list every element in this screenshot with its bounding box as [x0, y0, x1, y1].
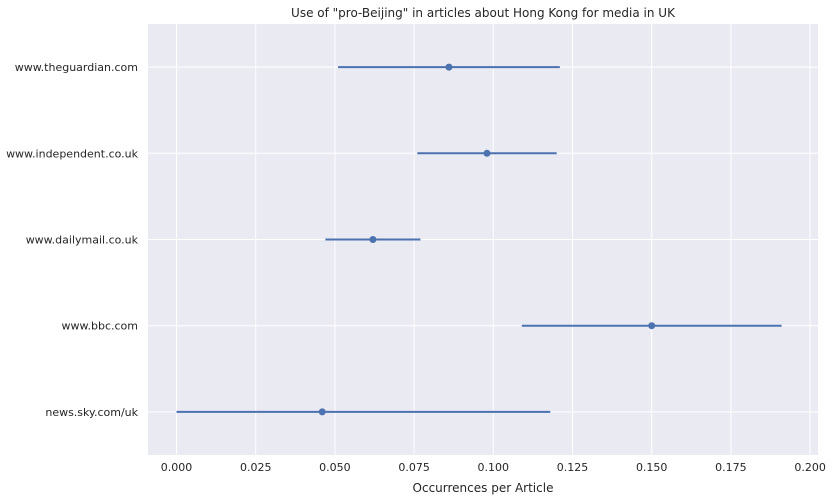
- x-tick-label: 0.050: [319, 461, 351, 474]
- x-tick-label: 0.000: [161, 461, 193, 474]
- data-point: [369, 236, 377, 243]
- x-tick-label: 0.175: [715, 461, 747, 474]
- x-tick-label: 0.100: [478, 461, 510, 474]
- x-tick-label: 0.200: [794, 461, 826, 474]
- chart-title: Use of "pro-Beijing" in articles about H…: [291, 6, 676, 20]
- y-tick-labels: www.theguardian.com www.independent.co.uk…: [6, 61, 139, 419]
- x-tick-label: 0.025: [240, 461, 272, 474]
- data-point: [483, 149, 491, 157]
- y-tick-label: www.theguardian.com: [15, 61, 138, 74]
- y-tick-label: www.independent.co.uk: [6, 147, 139, 160]
- x-tick-labels: 0.000 0.025 0.050 0.075 0.100 0.125 0.150 0.175…: [161, 461, 826, 474]
- data-marks: [176, 63, 782, 416]
- y-tick-label: www.bbc.com: [62, 320, 138, 333]
- y-tick-label: www.dailymail.co.uk: [26, 234, 139, 247]
- data-point: [445, 63, 453, 71]
- data-point: [648, 322, 656, 330]
- data-point: [318, 408, 326, 416]
- x-axis-label: Occurrences per Article: [413, 481, 554, 495]
- x-tick-label: 0.150: [636, 461, 668, 474]
- y-tick-label: news.sky.com/uk: [45, 406, 138, 419]
- x-tick-label: 0.075: [398, 461, 430, 474]
- x-tick-label: 0.125: [557, 461, 589, 474]
